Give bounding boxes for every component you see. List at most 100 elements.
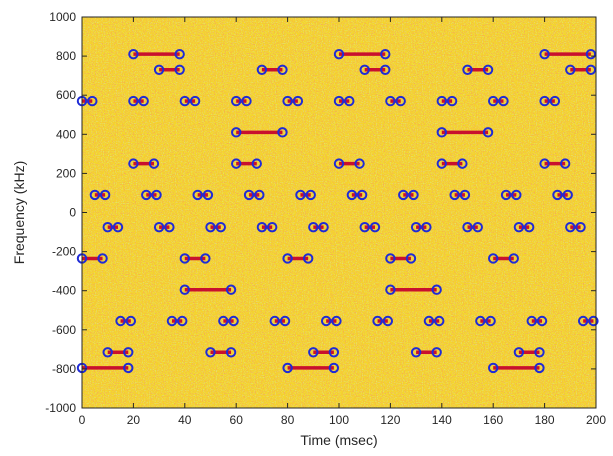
- segment-end-marker: [279, 315, 291, 327]
- x-tick-label: 20: [127, 413, 141, 427]
- x-tick-label: 200: [586, 413, 606, 427]
- signal-segment: [577, 315, 599, 327]
- signal-segment: [410, 347, 442, 358]
- segment-end-marker: [534, 362, 545, 374]
- signal-segment: [308, 347, 340, 358]
- segment-start-marker: [552, 189, 563, 201]
- segment-end-marker: [508, 253, 519, 264]
- signal-segment: [192, 189, 214, 201]
- signal-segment: [295, 189, 316, 201]
- y-axis-label: Frequency (kHz): [11, 161, 27, 264]
- segment-end-marker: [575, 221, 586, 233]
- signal-segment: [282, 95, 304, 107]
- segment-end-marker: [446, 95, 458, 107]
- segment-start-marker: [115, 315, 126, 327]
- y-tick-label: -1000: [45, 401, 76, 415]
- segment-start-marker: [500, 189, 512, 201]
- segment-end-marker: [251, 158, 262, 169]
- segment-start-marker: [359, 221, 370, 233]
- segment-end-marker: [588, 315, 599, 327]
- x-tick-label: 40: [178, 413, 192, 427]
- signal-segment: [231, 95, 252, 107]
- segment-end-marker: [511, 189, 522, 201]
- signal-segment: [243, 189, 265, 201]
- segment-end-marker: [215, 221, 226, 233]
- axis-ticks: 0 20 40 60 80 100 120 140 160 180 200 1000 800 600 400…: [45, 10, 606, 427]
- segment-start-marker: [513, 221, 525, 233]
- segment-end-marker: [344, 95, 355, 107]
- signal-segment: [385, 95, 406, 107]
- segment-start-marker: [282, 95, 293, 107]
- segment-end-marker: [328, 347, 340, 358]
- signal-segment: [333, 48, 391, 60]
- segment-start-marker: [89, 189, 101, 201]
- segment-start-marker: [243, 189, 255, 201]
- segment-end-marker: [138, 95, 149, 107]
- signal-segment: [385, 284, 442, 295]
- segment-start-marker: [333, 158, 345, 169]
- segment-end-marker: [380, 48, 391, 60]
- segment-start-marker: [231, 127, 242, 138]
- segment-end-marker: [277, 64, 288, 75]
- segment-end-marker: [87, 95, 98, 107]
- segment-start-marker: [231, 95, 242, 107]
- segment-end-marker: [318, 221, 329, 233]
- segment-start-marker: [359, 64, 370, 75]
- segment-end-marker: [148, 158, 160, 169]
- segment-end-marker: [408, 189, 419, 201]
- signal-segment: [282, 362, 340, 374]
- segment-end-marker: [174, 48, 185, 60]
- y-tick-label: 600: [56, 88, 76, 102]
- segment-start-marker: [410, 347, 422, 358]
- segment-end-marker: [125, 315, 137, 327]
- segment-start-marker: [398, 189, 409, 201]
- y-tick-label: 800: [56, 49, 76, 63]
- segment-end-marker: [482, 64, 494, 75]
- segment-start-marker: [192, 189, 203, 201]
- x-tick-label: 180: [535, 413, 555, 427]
- segment-end-marker: [369, 221, 381, 233]
- signal-segment: [115, 315, 137, 327]
- x-tick-label: 120: [380, 413, 400, 427]
- segment-end-marker: [395, 95, 406, 107]
- segment-start-marker: [423, 315, 435, 327]
- segment-end-marker: [421, 221, 432, 233]
- signal-segment: [398, 189, 419, 201]
- segment-start-marker: [308, 221, 319, 233]
- segment-start-marker: [488, 362, 499, 374]
- signal-segment: [282, 253, 314, 264]
- segment-end-marker: [482, 127, 494, 138]
- segment-end-marker: [189, 95, 201, 107]
- segment-end-marker: [380, 64, 391, 75]
- segment-start-marker: [269, 315, 280, 327]
- signal-segment: [308, 221, 329, 233]
- segment-start-marker: [346, 189, 358, 201]
- signal-segment: [552, 189, 573, 201]
- x-tick-label: 80: [281, 413, 295, 427]
- signal-segment: [462, 221, 483, 233]
- y-tick-label: -400: [52, 284, 76, 298]
- signal-segment: [128, 158, 160, 169]
- signal-segment: [436, 127, 494, 138]
- segment-end-marker: [382, 315, 394, 327]
- segment-end-marker: [266, 221, 278, 233]
- segment-end-marker: [305, 189, 316, 201]
- signal-segment: [410, 221, 432, 233]
- x-tick-label: 160: [483, 413, 503, 427]
- segment-end-marker: [356, 189, 368, 201]
- signal-segment: [359, 221, 381, 233]
- segment-end-marker: [562, 189, 573, 201]
- segment-start-marker: [179, 253, 191, 264]
- segment-end-marker: [354, 158, 365, 169]
- signal-segment: [89, 189, 111, 201]
- signal-segment: [526, 315, 548, 327]
- segment-start-marker: [385, 284, 396, 295]
- segment-start-marker: [565, 221, 576, 233]
- signal-segment: [539, 95, 561, 107]
- signal-segment: [488, 253, 519, 264]
- segment-start-marker: [218, 315, 229, 327]
- signal-segment: [102, 221, 124, 233]
- segment-start-marker: [385, 253, 396, 264]
- signal-segment: [449, 189, 471, 201]
- signal-segment: [513, 347, 545, 358]
